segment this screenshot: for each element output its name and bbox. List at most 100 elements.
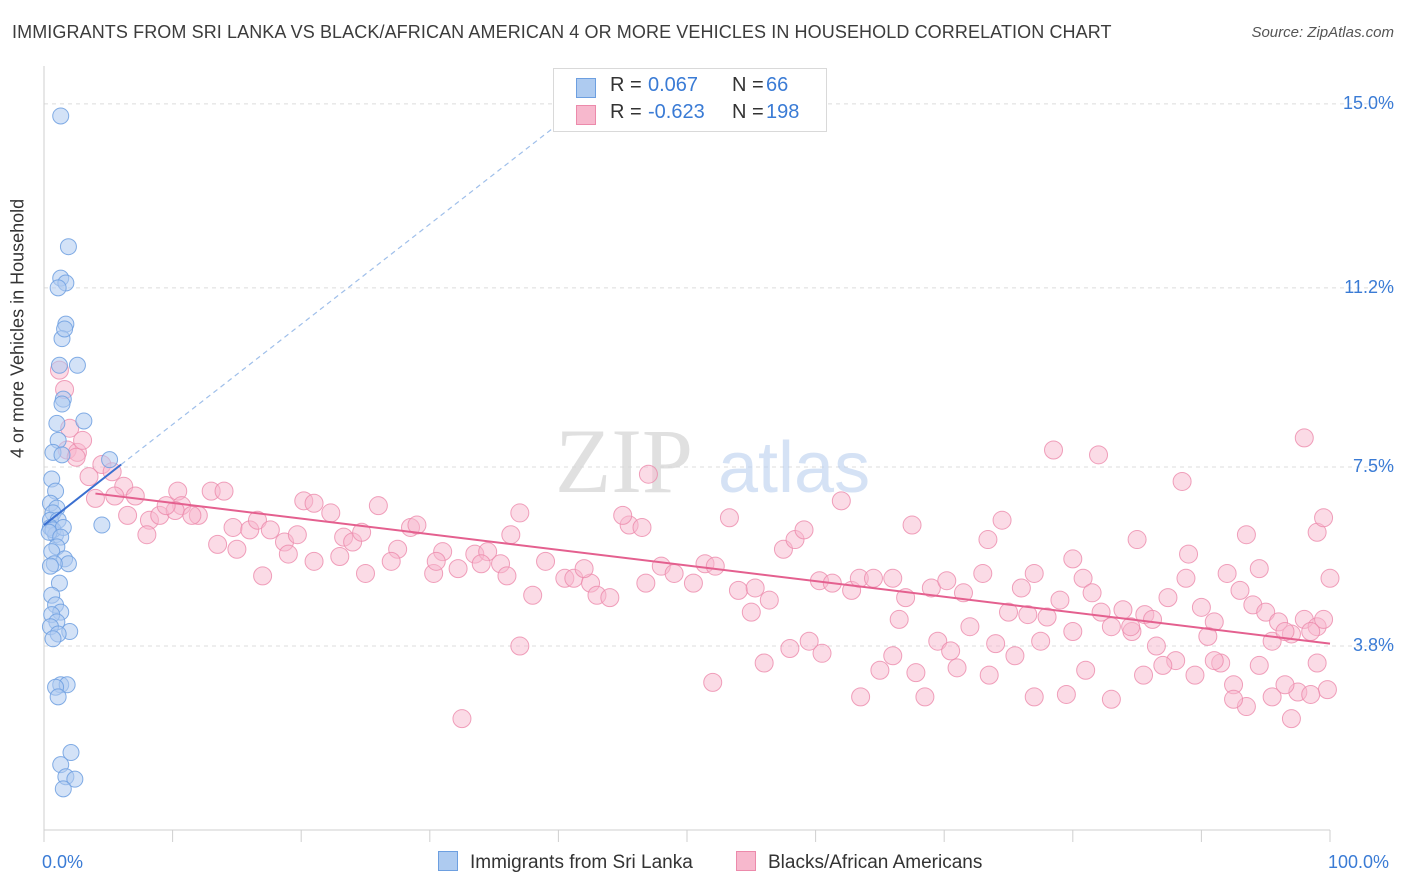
trend-line-sri-lanka-extension	[120, 103, 585, 465]
trend-line-sri-lanka	[43, 463, 122, 526]
data-point-black-african-american	[883, 568, 903, 588]
data-point-black-african-american	[1127, 530, 1147, 550]
data-point-sri-lanka	[59, 238, 77, 256]
data-point-black-african-american	[1307, 653, 1327, 673]
legend-row-black-african-american: R = -0.623 N = 198	[554, 101, 826, 127]
legend-r-label: R =	[610, 101, 642, 123]
data-point-black-african-american	[501, 525, 521, 545]
data-point-black-african-american	[368, 496, 388, 516]
data-point-black-african-american	[1198, 626, 1218, 646]
data-point-black-african-american	[1113, 600, 1133, 620]
data-point-black-african-american	[523, 585, 543, 605]
data-point-black-african-american	[883, 646, 903, 666]
data-point-black-african-american	[1176, 568, 1196, 588]
data-point-black-african-american	[1275, 675, 1295, 695]
data-point-black-african-american	[851, 687, 871, 707]
data-point-black-african-american	[632, 517, 652, 537]
data-point-black-african-american	[754, 653, 774, 673]
data-point-black-african-american	[780, 638, 800, 658]
data-point-black-african-american	[1037, 607, 1057, 627]
data-point-black-african-american	[1185, 665, 1205, 685]
data-point-black-african-american	[705, 556, 725, 576]
data-point-black-african-american	[125, 486, 145, 506]
data-point-black-african-american	[1158, 588, 1178, 608]
data-point-black-african-american	[536, 551, 556, 571]
legend-r-value: -0.623	[648, 101, 705, 123]
data-point-black-african-american	[999, 602, 1018, 622]
data-point-black-african-american	[1063, 549, 1083, 569]
data-point-black-african-american	[1101, 617, 1121, 637]
data-point-black-african-american	[973, 563, 993, 583]
trend-lines	[43, 103, 1331, 645]
data-point-black-african-american	[452, 709, 472, 729]
bottom-legend-label-sri-lanka: Immigrants from Sri Lanka	[470, 852, 693, 873]
data-point-black-african-american	[137, 525, 157, 545]
data-point-black-african-american	[831, 491, 851, 511]
data-point-black-african-american	[85, 488, 105, 508]
data-point-black-african-american	[356, 563, 375, 583]
data-point-black-african-american	[799, 631, 819, 651]
data-point-black-african-american	[960, 617, 980, 637]
data-point-black-african-american	[870, 660, 890, 680]
data-point-black-african-american	[1024, 687, 1044, 707]
data-point-black-african-american	[253, 566, 273, 586]
trend-line-black-african-american	[95, 492, 1331, 645]
chart-source: Source: ZipAtlas.com	[1251, 24, 1394, 41]
data-point-black-african-american	[287, 525, 307, 545]
series-black-african-american	[49, 360, 1340, 729]
data-point-sri-lanka	[56, 320, 74, 338]
data-point-sri-lanka	[52, 107, 70, 125]
data-point-black-african-american	[1153, 655, 1173, 675]
data-point-black-african-american	[227, 539, 247, 559]
data-point-black-african-american	[986, 634, 1006, 654]
axes	[43, 66, 1331, 842]
data-point-black-african-american	[683, 573, 703, 593]
data-point-black-african-american	[1314, 508, 1334, 528]
data-point-black-african-american	[1249, 655, 1269, 675]
data-point-black-african-american	[1217, 563, 1237, 583]
data-point-black-african-american	[953, 583, 973, 603]
data-point-black-african-american	[1249, 559, 1269, 579]
data-point-sri-lanka	[49, 688, 67, 706]
data-point-sri-lanka	[68, 356, 86, 374]
data-point-black-african-american	[1256, 602, 1276, 622]
data-point-black-african-american	[719, 508, 739, 528]
legend-n-label: N =	[732, 74, 764, 96]
data-point-sri-lanka	[62, 744, 80, 762]
data-point-black-african-american	[1275, 622, 1295, 642]
data-point-black-african-american	[1024, 563, 1044, 583]
data-point-black-african-american	[741, 602, 761, 622]
data-point-black-african-american	[638, 464, 658, 484]
data-point-black-african-american	[928, 631, 948, 651]
data-point-black-african-american	[1191, 597, 1211, 617]
data-point-black-african-american	[1224, 689, 1244, 709]
data-point-black-african-american	[759, 590, 779, 610]
data-point-black-african-american	[1005, 646, 1025, 666]
data-point-black-african-american	[156, 496, 176, 516]
legend-n-value: 198	[766, 101, 800, 123]
data-point-black-african-american	[1301, 684, 1321, 704]
data-point-black-african-american	[979, 665, 999, 685]
series-sri-lanka	[40, 107, 119, 798]
legend-r-label: R =	[610, 74, 642, 96]
data-point-black-african-american	[304, 493, 324, 513]
data-point-black-african-american	[247, 510, 267, 530]
bottom-legend-sri-lanka: Immigrants from Sri Lanka	[438, 851, 693, 874]
data-point-black-african-american	[921, 578, 941, 598]
data-point-black-african-american	[223, 517, 243, 537]
data-point-black-african-american	[1018, 605, 1038, 625]
data-point-black-african-american	[448, 559, 468, 579]
data-point-black-african-american	[1179, 544, 1199, 564]
data-point-black-african-american	[613, 505, 633, 525]
data-point-black-african-american	[118, 505, 138, 525]
data-point-black-african-american	[1172, 471, 1192, 491]
data-point-black-african-american	[1314, 609, 1334, 629]
data-point-black-african-american	[902, 515, 922, 535]
data-point-black-african-american	[812, 643, 832, 663]
data-point-black-african-american	[1031, 631, 1051, 651]
data-point-sri-lanka	[44, 630, 62, 648]
x-tick-min: 0.0%	[42, 852, 84, 872]
legend-n-value: 66	[766, 74, 789, 96]
data-point-sri-lanka	[75, 412, 93, 430]
